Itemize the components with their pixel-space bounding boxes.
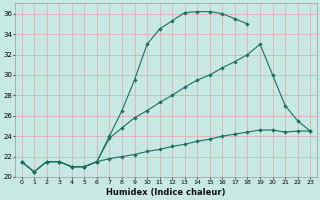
X-axis label: Humidex (Indice chaleur): Humidex (Indice chaleur) xyxy=(106,188,226,197)
